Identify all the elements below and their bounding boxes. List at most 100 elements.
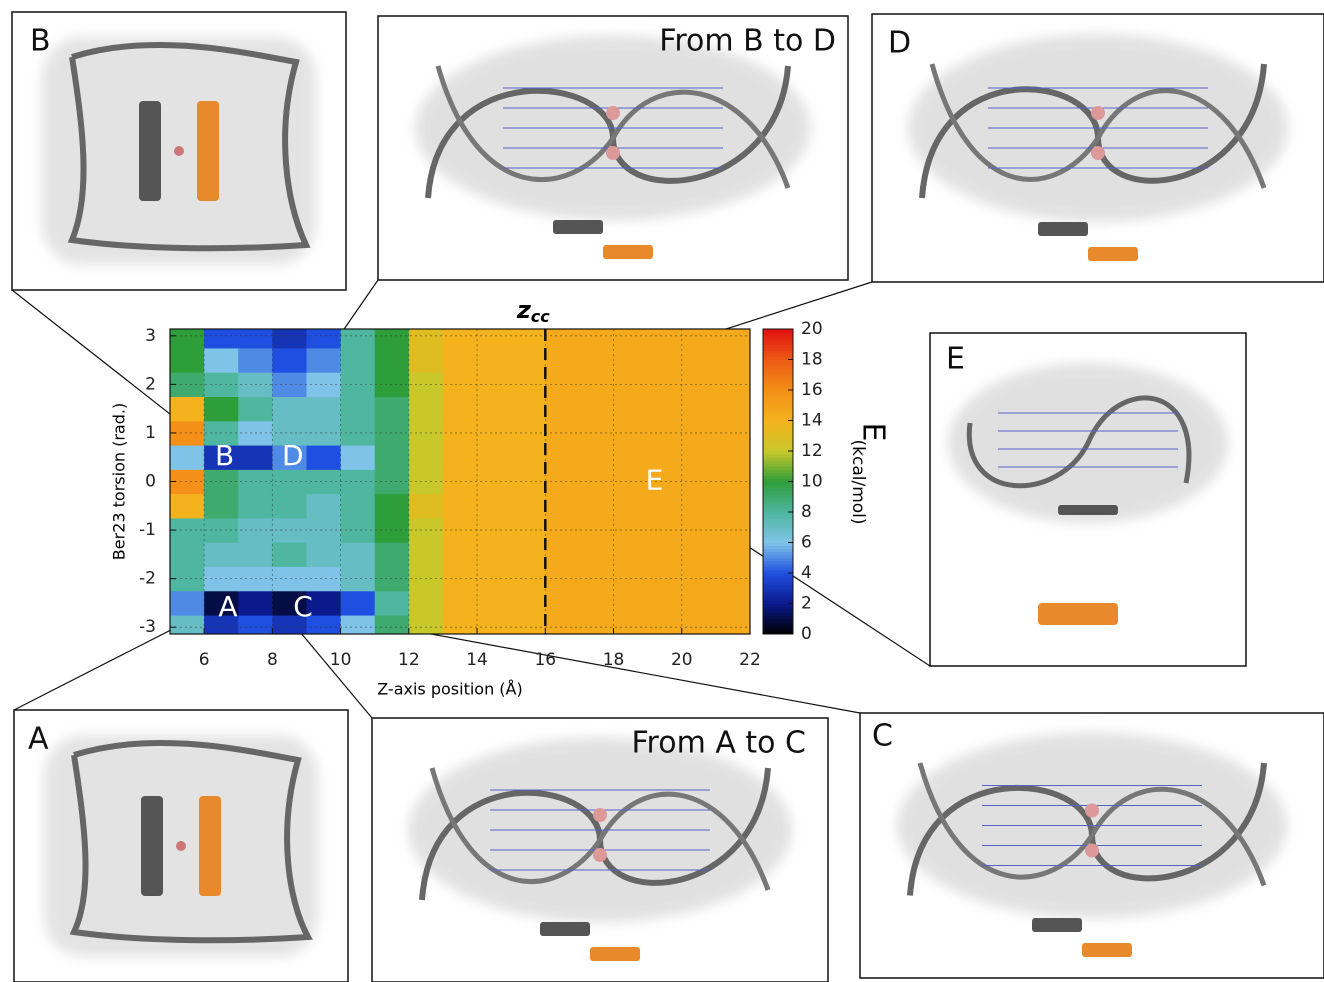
heat-cell	[306, 494, 341, 519]
figure: BFrom B to DDEAFrom A to CC 681012141618…	[0, 0, 1324, 982]
heat-cell	[614, 445, 649, 470]
heat-cell	[511, 542, 546, 567]
x-tick-label: 14	[466, 650, 488, 670]
colorbar-step	[763, 424, 793, 428]
heat-cell	[648, 324, 683, 349]
colorbar-step	[763, 482, 793, 486]
heat-cell	[341, 445, 376, 470]
heat-cell	[375, 372, 410, 397]
ligand	[141, 796, 163, 896]
heat-cell	[716, 591, 751, 616]
heat-cell	[682, 494, 717, 519]
heat-cell	[545, 494, 580, 519]
heat-cell	[511, 591, 546, 616]
y-tick-label: -3	[139, 617, 156, 637]
colorbar-step	[763, 445, 793, 449]
colorbar-step	[763, 372, 793, 376]
x-tick-label: 18	[603, 650, 625, 670]
heat-cell	[648, 348, 683, 373]
heat-cell	[545, 348, 580, 373]
colorbar-step	[763, 491, 793, 495]
heat-cell	[170, 542, 205, 567]
heat-cell	[511, 494, 546, 519]
ion	[1085, 844, 1099, 858]
colorbar-step	[763, 399, 793, 403]
heat-cell	[204, 348, 239, 373]
colorbar-step	[763, 460, 793, 464]
heat-cell	[477, 591, 512, 616]
heat-cell	[614, 591, 649, 616]
heat-cell	[375, 615, 410, 640]
heat-cell	[341, 494, 376, 519]
colorbar-tick-label: 18	[801, 350, 823, 370]
heat-cell	[682, 591, 717, 616]
x-tick-label: 10	[330, 650, 352, 670]
colorbar-step	[763, 515, 793, 519]
heat-cell	[443, 397, 478, 422]
ligand	[139, 101, 161, 201]
colorbar-step	[763, 573, 793, 577]
colorbar-step	[763, 619, 793, 623]
colorbar-step	[763, 396, 793, 400]
heat-cell	[238, 348, 273, 373]
heat-cell	[341, 591, 376, 616]
panel: E	[930, 333, 1246, 666]
panel: From B to D	[378, 16, 848, 280]
map-label: C	[293, 590, 313, 623]
heat-cell	[204, 542, 239, 567]
colorbar-step	[763, 344, 793, 348]
colorbar-step	[763, 543, 793, 547]
colorbar-step	[763, 408, 793, 412]
ion	[174, 146, 184, 156]
colorbar-step	[763, 384, 793, 388]
heat-cell	[443, 348, 478, 373]
panel-label: E	[946, 342, 965, 377]
colorbar-step	[763, 616, 793, 620]
colorbar-step	[763, 466, 793, 470]
heat-cell	[341, 397, 376, 422]
heat-cell	[409, 397, 444, 422]
heat-cell	[716, 397, 751, 422]
colorbar-step	[763, 558, 793, 562]
heat-cell	[545, 591, 580, 616]
heat-cell	[409, 542, 444, 567]
colorbar-step	[763, 567, 793, 571]
ligand	[540, 922, 590, 936]
colorbar-step	[763, 451, 793, 455]
x-tick-label: 16	[534, 650, 556, 670]
heat-cell	[272, 348, 307, 373]
heat-cell	[238, 494, 273, 519]
heat-cell	[648, 591, 683, 616]
colorbar-step	[763, 347, 793, 351]
heat-cell	[375, 324, 410, 349]
colorbar-tick-label: 4	[801, 563, 812, 583]
colorbar-step	[763, 378, 793, 382]
x-tick-label: 22	[739, 650, 761, 670]
colorbar-step	[763, 622, 793, 626]
x-tick-label: 6	[199, 650, 210, 670]
ligand	[1082, 943, 1132, 957]
heat-cell	[443, 494, 478, 519]
ligand	[603, 245, 653, 259]
colorbar-step	[763, 430, 793, 434]
colorbar-tick-label: 10	[801, 472, 823, 492]
panel-label: From B to D	[659, 24, 836, 59]
colorbar-step	[763, 555, 793, 559]
ion	[593, 808, 607, 822]
ion	[1091, 146, 1105, 160]
ion	[1085, 804, 1099, 818]
map-label: D	[282, 439, 304, 472]
heat-cell	[648, 397, 683, 422]
colorbar-step	[763, 582, 793, 586]
colorbar-step	[763, 439, 793, 443]
colorbar-step	[763, 536, 793, 540]
heat-cell	[682, 445, 717, 470]
colorbar-step	[763, 472, 793, 476]
colorbar-step	[763, 353, 793, 357]
panel: From A to C	[372, 718, 828, 982]
heat-cell	[579, 445, 614, 470]
ligand	[1032, 918, 1082, 932]
heat-cell	[375, 348, 410, 373]
heat-cell	[375, 566, 410, 591]
heat-cell	[204, 494, 239, 519]
